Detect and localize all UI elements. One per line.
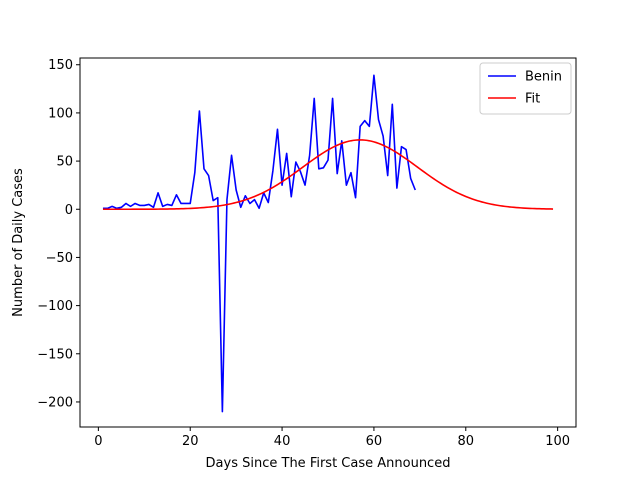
y-axis-ticks: −200 −150 −100 −50 0 50 100 150 [37,58,80,410]
x-tick-label: 40 [274,434,291,449]
y-tick-label: −150 [37,347,73,362]
y-tick-label: 100 [48,106,73,121]
y-tick-label: 50 [56,155,73,170]
legend-label-benin: Benin [525,70,562,85]
series-line-benin [102,74,417,413]
x-tick-label: 0 [94,434,102,449]
x-tick-label: 100 [545,434,570,449]
legend-label-fit: Fit [525,92,540,107]
x-axis-ticks: 0 20 40 60 80 100 [94,427,570,449]
series-line-fit [102,139,554,211]
legend: Benin Fit [479,62,572,115]
y-tick-label: −100 [37,299,73,314]
y-tick-label: 150 [48,58,73,73]
x-tick-label: 80 [458,434,475,449]
x-axis-label: Days Since The First Case Announced [206,456,451,471]
x-tick-label: 20 [182,434,199,449]
series-layer [102,74,554,413]
y-tick-label: −50 [46,251,73,266]
y-tick-label: −200 [37,395,73,410]
plot-area-frame [79,57,577,428]
x-tick-label: 60 [366,434,383,449]
y-tick-label: 0 [65,203,73,218]
y-axis-label: Number of Daily Cases [11,168,26,317]
